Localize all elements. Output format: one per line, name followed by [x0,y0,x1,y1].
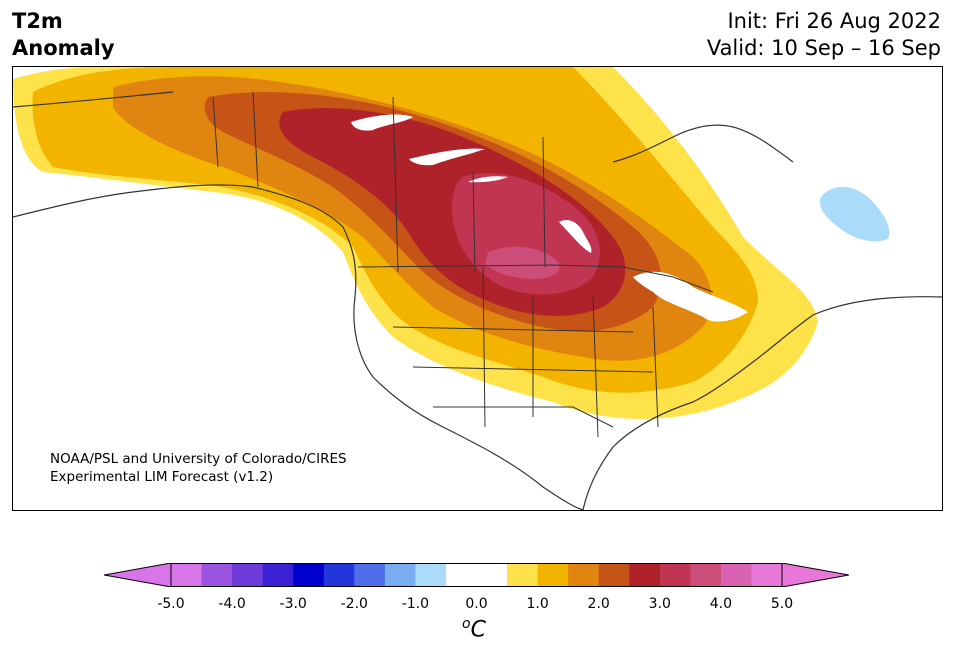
colorbar-segment [201,563,233,587]
unit-letter: C [470,617,486,643]
colorbar-segment [598,563,630,587]
colorbar-segment [415,563,447,587]
colorbar-tick-label: 1.0 [526,596,549,612]
colorbar-border [170,563,783,587]
colorbar-tick-label: -1.0 [401,596,430,612]
lake-athabasca [468,176,508,183]
valid-date: Valid: 10 Sep – 16 Sep [706,36,941,60]
anomaly-map: NOAA/PSL and University of Colorado/CIRE… [12,66,943,511]
title-anomaly: Anomaly [12,36,115,60]
map-svg [13,67,942,510]
great-slave-lake [409,148,485,166]
colorbar-tick-label: 0.0 [465,596,488,612]
colorbar-tick-label: 3.0 [648,596,671,612]
cold-anomaly-hudson [819,186,890,242]
unit-degree: o [462,616,471,632]
credit-line-1: NOAA/PSL and University of Colorado/CIRE… [50,451,347,467]
colorbar [103,562,850,588]
title-variable: T2m [12,9,63,33]
colorbar-unit: oC [462,616,486,642]
init-date: Init: Fri 26 Aug 2022 [727,9,941,33]
colorbar-segment [293,563,325,587]
lake-winnipeg [559,220,592,253]
colorbar-segment [751,563,783,587]
map-credit: NOAA/PSL and University of Colorado/CIRE… [50,450,347,486]
colorbar-tick-label: -5.0 [157,596,185,612]
colorbar-ticks: -5.0 -4.0 -3.0 -2.0 -1.0 0.0 1.0 2.0 3.0 4.0 5.0 [0,596,953,616]
colorbar-tick-label: -3.0 [279,596,307,612]
colorbar-segment [262,563,294,587]
credit-line-2: Experimental LIM Forecast (v1.2) [50,469,274,485]
colorbar-segment [354,563,386,587]
colorbar-segment [568,563,600,587]
colorbar-segment [445,563,477,587]
colorbar-segment [171,563,203,587]
colorbar-segment [629,563,661,587]
political-borders [212,91,714,438]
colorbar-tick-label: -4.0 [218,596,246,612]
colorbar-segment [537,563,569,587]
great-bear-lake [351,114,413,131]
coastlines [13,91,942,510]
colorbar-tick-label: 2.0 [587,596,610,612]
colorbar-segment [690,563,722,587]
colorbar-segment [476,563,508,587]
colorbar-segment [323,563,355,587]
colorbar-extend-high [781,562,850,588]
colorbar-segment [384,563,416,587]
colorbar-tick-label: -2.0 [340,596,368,612]
colorbar-segment [507,563,539,587]
colorbar-segment [659,563,691,587]
colorbar-svg [103,562,850,588]
colorbar-tick-label: 4.0 [709,596,733,612]
forecast-dates: Init: Fri 26 Aug 2022 Valid: 10 Sep – 16… [707,8,941,62]
anomaly-band-7 [485,246,560,279]
great-lakes [633,271,748,322]
colorbar-tick-label: 5.0 [770,596,794,612]
colorbar-segment [720,563,752,587]
colorbar-segment [232,563,264,587]
map-title: T2m Anomaly [12,8,115,62]
colorbar-extend-low [103,562,172,588]
